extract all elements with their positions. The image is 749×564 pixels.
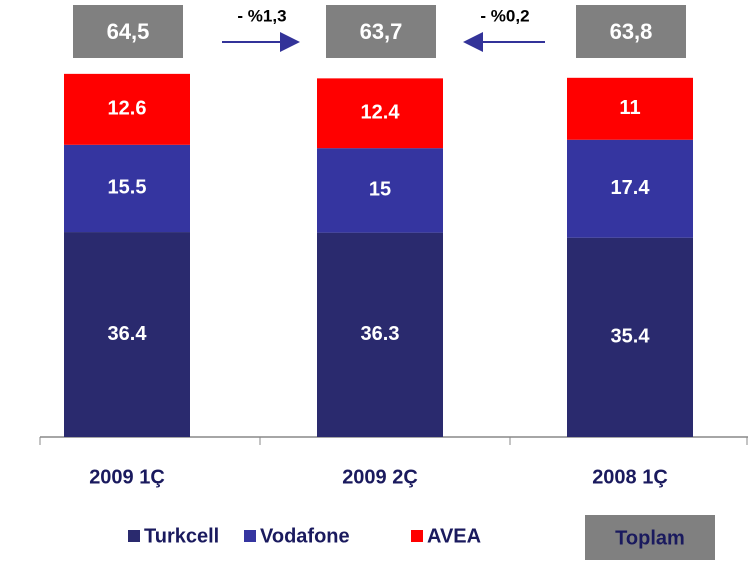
legend-swatch bbox=[411, 530, 423, 542]
x-tick-label: 2009 1Ç bbox=[89, 466, 165, 488]
bar-segment bbox=[317, 78, 443, 149]
total-box bbox=[73, 5, 183, 58]
total-label: 63,7 bbox=[360, 19, 403, 44]
total-box bbox=[576, 5, 686, 58]
legend-swatch bbox=[244, 530, 256, 542]
bar-segment bbox=[317, 232, 443, 437]
bar-segment bbox=[567, 237, 693, 437]
bar-segment bbox=[567, 139, 693, 238]
bar-segment bbox=[64, 144, 190, 233]
legend-label: Turkcell bbox=[144, 525, 219, 547]
data-label: 15.5 bbox=[108, 177, 147, 199]
total-box bbox=[326, 5, 436, 58]
legend-label: AVEA bbox=[427, 525, 481, 547]
data-label: 35.4 bbox=[611, 326, 651, 348]
annotation: - %0,2 bbox=[480, 6, 529, 25]
total-label: 63,8 bbox=[610, 19, 653, 44]
data-label: 12.4 bbox=[361, 102, 401, 124]
legend-total-box bbox=[585, 515, 715, 560]
x-tick-label: 2009 2Ç bbox=[342, 466, 418, 488]
legend-label: Toplam bbox=[615, 527, 685, 549]
annotation: - %1,3 bbox=[237, 6, 286, 25]
x-tick-label: 2008 1Ç bbox=[592, 466, 668, 488]
data-label: 12.6 bbox=[108, 98, 147, 120]
bar-segment bbox=[317, 148, 443, 233]
bar-segment bbox=[567, 77, 693, 140]
data-label: 11 bbox=[619, 97, 640, 119]
data-label: 17.4 bbox=[611, 177, 651, 199]
bar-segment bbox=[64, 232, 190, 437]
data-label: 36.4 bbox=[108, 323, 148, 345]
bar-segment bbox=[64, 73, 190, 145]
legend-label: Vodafone bbox=[260, 525, 350, 547]
total-label: 64,5 bbox=[107, 19, 150, 44]
legend-swatch bbox=[128, 530, 140, 542]
data-label: 36.3 bbox=[361, 323, 400, 345]
data-label: 15 bbox=[369, 179, 391, 201]
